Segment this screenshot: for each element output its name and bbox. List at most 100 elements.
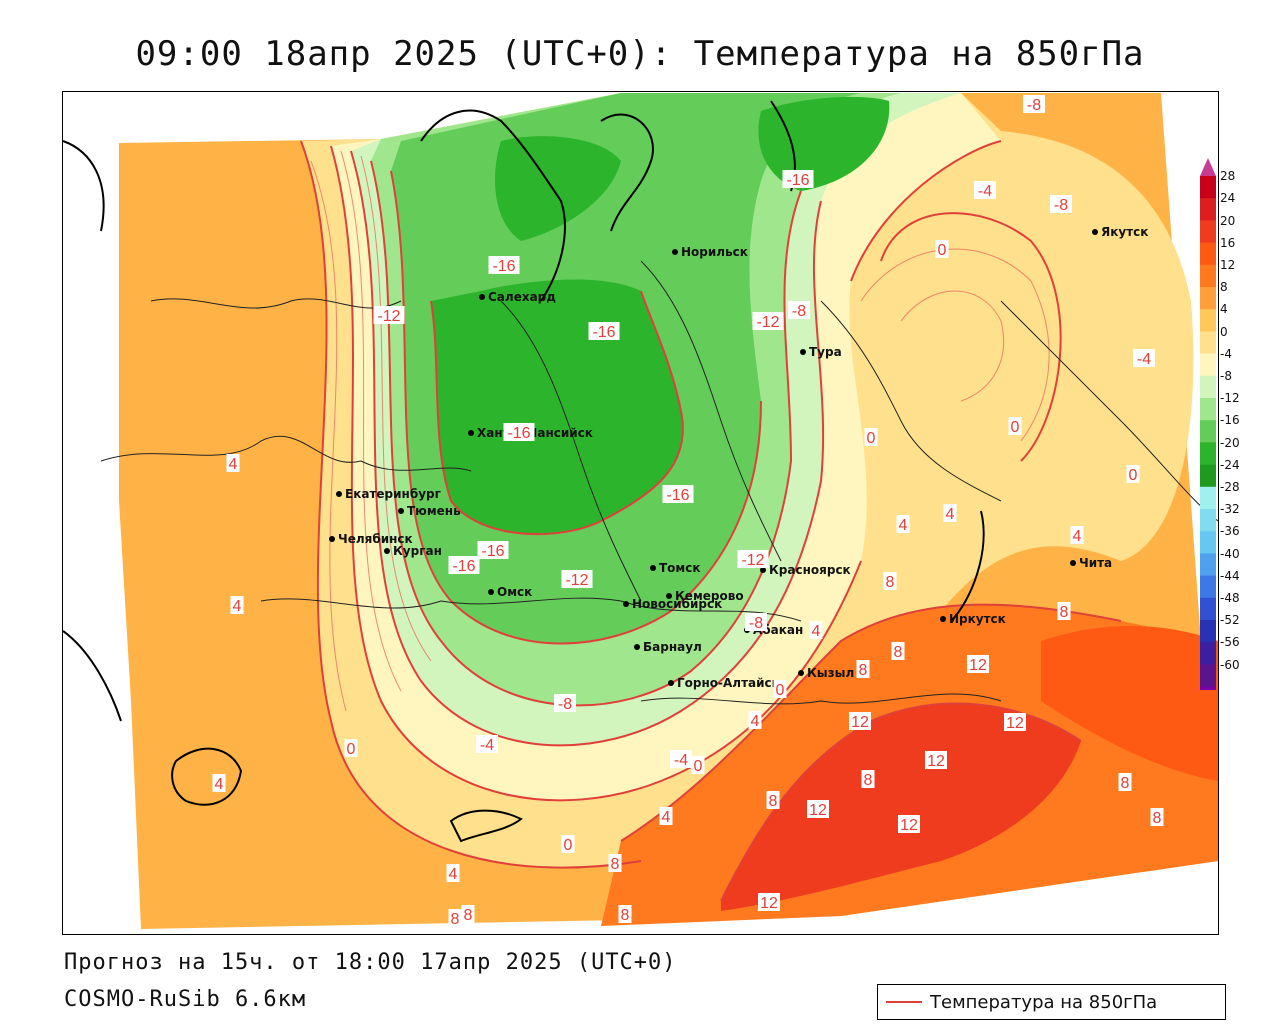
- contour-label-bg: [618, 905, 632, 923]
- colorbar-segment: [1200, 664, 1216, 688]
- contour-label-bg: [782, 170, 814, 188]
- contour-label: 12: [760, 895, 778, 912]
- contour-label-bg: [864, 428, 878, 446]
- contour-label-bg: [608, 854, 622, 872]
- contour-label: -16: [492, 258, 515, 275]
- contour-label: 8: [894, 644, 903, 661]
- field-band-darkgreen-yamal: [495, 136, 621, 241]
- colorbar-segment: [1200, 176, 1216, 199]
- contour-label: 8: [464, 907, 473, 924]
- colorbar-segment: [1200, 486, 1216, 510]
- contour-label-bg: [448, 556, 480, 574]
- city-marker: [666, 593, 672, 599]
- colorbar-tick-label: -60: [1220, 657, 1240, 672]
- contour-label-bg: [670, 750, 692, 768]
- contour-label-bg: [1133, 349, 1155, 367]
- contour-label: 8: [769, 793, 778, 810]
- contour-label-bg: [967, 655, 989, 673]
- colorbar-segment: [1200, 375, 1216, 399]
- contour-label: 4: [899, 517, 908, 534]
- contour-label: 12: [969, 657, 987, 674]
- city-marker: [672, 249, 678, 255]
- contour-label-bg: [1008, 417, 1022, 435]
- contour-label-bg: [861, 770, 875, 788]
- contour-label-bg: [943, 504, 957, 522]
- contour-label: 0: [867, 430, 876, 447]
- city-marker: [398, 508, 404, 514]
- contour-label: 4: [662, 809, 671, 826]
- colorbar-segment: [1200, 242, 1216, 266]
- colorbar-segment: [1200, 220, 1216, 244]
- colorbar-segment: [1200, 198, 1216, 221]
- contour-label: 0: [938, 242, 947, 259]
- map-legend: Температура на 850гПа: [877, 984, 1226, 1020]
- contour-label-bg: [856, 660, 870, 678]
- city-marker: [650, 565, 656, 571]
- field-band-darkgreen: [431, 279, 683, 535]
- city-marker: [760, 567, 766, 573]
- colorbar-segment: [1200, 420, 1216, 443]
- contour-label-bg: [896, 515, 910, 533]
- field-band-darkgreen-north: [758, 96, 890, 191]
- contour-label-bg: [561, 835, 575, 853]
- contour-label: 0: [564, 837, 573, 854]
- map-area[interactable]: Норильск Якутск Салехард Тура Ханты-Мансийск…: [62, 91, 1219, 935]
- contour-label-bg: [737, 550, 769, 568]
- colorbar-tick-label: 12: [1220, 258, 1236, 272]
- boundary-lines: [100, 260, 1218, 705]
- city-marker: [468, 430, 474, 436]
- contour-label: -8: [1054, 197, 1068, 214]
- colorbar-segment: [1200, 686, 1216, 690]
- contour-label-bg: [758, 893, 780, 911]
- contour-label-bg: [448, 909, 462, 927]
- colorbar-segment: [1200, 575, 1216, 599]
- contour-label-bg: [1050, 195, 1072, 213]
- contour-label: 12: [809, 802, 827, 819]
- contour-label-bg: [891, 642, 905, 660]
- contour-label-bg: [554, 694, 576, 712]
- contour-label: 4: [233, 598, 242, 615]
- isotherm-lines: [300, 140, 1122, 902]
- contour-label: -16: [786, 172, 809, 189]
- contour-label: 4: [449, 866, 458, 883]
- contour-label: 8: [1121, 775, 1130, 792]
- contour-label-bg: [461, 905, 475, 923]
- colorbar-segment: [1200, 464, 1216, 488]
- contour-label: 8: [886, 574, 895, 591]
- city-marker: [336, 491, 342, 497]
- colorbar-segment: [1200, 531, 1216, 554]
- city-label: Тура: [809, 345, 842, 359]
- city-marker: [798, 670, 804, 676]
- contour-label: -12: [377, 308, 400, 325]
- contour-label-bg: [1023, 95, 1045, 113]
- contour-label-bg: [226, 454, 240, 472]
- colorbar-tick-label: 20: [1220, 213, 1236, 228]
- contour-label: 4: [215, 776, 224, 793]
- legend-line-swatch: [886, 1001, 922, 1003]
- colorbar-segment: [1200, 353, 1216, 377]
- contour-label-bg: [1126, 465, 1140, 483]
- contour-label: 12: [927, 753, 945, 770]
- city-label: Тюмень: [407, 504, 461, 518]
- contour-label-bg: [974, 181, 996, 199]
- contour-label-bg: [745, 613, 767, 631]
- city-marker: [329, 536, 335, 542]
- colorbar-tick-label: -48: [1220, 591, 1240, 605]
- contour-label-bg: [788, 301, 810, 319]
- colorbar-segment: [1200, 620, 1216, 643]
- colorbar-segment: [1200, 331, 1216, 355]
- contour-label-bg: [212, 774, 226, 792]
- city-label: Курган: [393, 544, 442, 558]
- colorbar-tick-label: 28: [1220, 169, 1236, 184]
- field-band-warm12: [721, 703, 1081, 911]
- contour-label: 4: [229, 456, 238, 473]
- contour-label-bg: [344, 739, 358, 757]
- contour-label: 0: [776, 682, 785, 699]
- contour-label-bg: [1150, 808, 1164, 826]
- city-marker: [488, 589, 494, 595]
- colorbar-tick-label: 16: [1220, 235, 1236, 250]
- contour-label: 0: [1011, 419, 1020, 436]
- colorbar-segment: [1200, 642, 1216, 665]
- contour-label: 8: [864, 772, 873, 789]
- colorbar-tick-label: 4: [1220, 302, 1228, 317]
